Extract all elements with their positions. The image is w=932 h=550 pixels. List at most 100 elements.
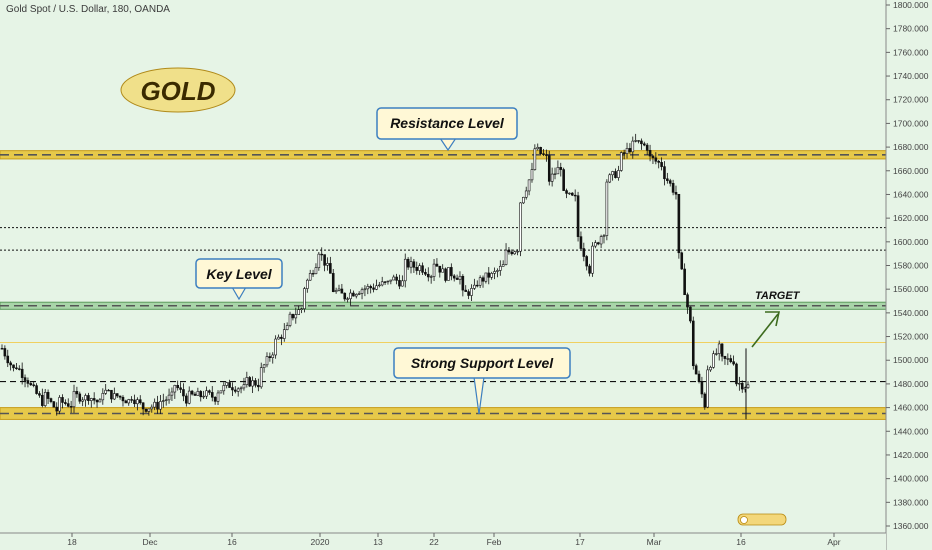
candle-body bbox=[585, 256, 589, 267]
candle-body bbox=[3, 348, 7, 357]
x-tick-label: 16 bbox=[736, 537, 746, 547]
y-tick-label: 1480.000 bbox=[893, 379, 929, 389]
candle-body bbox=[138, 399, 142, 404]
y-tick-label: 1640.000 bbox=[893, 189, 929, 199]
candle-body bbox=[248, 377, 252, 387]
candle-body bbox=[239, 387, 243, 390]
candle-body bbox=[542, 153, 545, 155]
candle-body bbox=[398, 280, 401, 287]
candle-body bbox=[55, 406, 59, 412]
candle-body bbox=[473, 284, 476, 289]
candle-body bbox=[81, 399, 84, 402]
candle-body bbox=[323, 254, 326, 266]
resistance-callout: Resistance Level bbox=[376, 107, 518, 152]
candle-body bbox=[648, 150, 652, 157]
y-tick-label: 1620.000 bbox=[893, 213, 929, 223]
candle-body bbox=[640, 140, 643, 145]
candle-body bbox=[124, 400, 128, 404]
y-tick-label: 1740.000 bbox=[893, 71, 929, 81]
candle-body bbox=[6, 355, 10, 364]
candle-body bbox=[576, 195, 580, 237]
candle-body bbox=[164, 399, 168, 401]
y-tick-label: 1580.000 bbox=[893, 261, 929, 271]
y-tick-label: 1700.000 bbox=[893, 118, 929, 128]
price-axis[interactable]: 1360.000 1380.000 1400.000 1420.000 1440.000… bbox=[885, 0, 932, 550]
candle-body bbox=[113, 393, 116, 400]
candle-body bbox=[464, 289, 468, 292]
candle-body bbox=[421, 265, 424, 273]
candle-body bbox=[306, 279, 309, 289]
candle-body bbox=[614, 171, 617, 178]
candle-body bbox=[185, 395, 188, 404]
time-axis[interactable]: 18 Dec 16 2020 13 22 Feb 17 Mar 16 Apr bbox=[0, 532, 886, 550]
gold-logo: GOLD bbox=[120, 67, 236, 113]
candle-body bbox=[524, 190, 528, 198]
candle-body bbox=[510, 251, 514, 255]
candle-body bbox=[213, 396, 217, 402]
candle-body bbox=[622, 152, 626, 154]
candle-body bbox=[159, 401, 162, 410]
candle-body bbox=[41, 394, 44, 406]
candle-body bbox=[415, 267, 419, 271]
candle-body bbox=[375, 285, 378, 290]
candle-body bbox=[147, 408, 151, 412]
candle-body bbox=[17, 368, 21, 370]
candle-body bbox=[409, 261, 413, 268]
candle-body bbox=[357, 293, 361, 295]
candle-body bbox=[450, 267, 453, 277]
candle-body bbox=[496, 270, 499, 272]
candle-body bbox=[470, 288, 473, 296]
candle-body bbox=[311, 273, 315, 275]
candle-body bbox=[329, 263, 332, 274]
candle-body bbox=[297, 309, 300, 315]
candle-body bbox=[35, 385, 38, 394]
candle-body bbox=[89, 398, 93, 401]
candle-body bbox=[104, 389, 107, 394]
candle-body bbox=[571, 192, 574, 196]
candle-body bbox=[196, 391, 200, 396]
candle-body bbox=[380, 281, 384, 286]
candle-body bbox=[545, 154, 548, 156]
candle-body bbox=[637, 140, 640, 142]
candle-body bbox=[700, 381, 704, 395]
candle-body bbox=[173, 384, 177, 393]
y-tick-label: 1420.000 bbox=[893, 450, 929, 460]
candle-body bbox=[519, 202, 522, 252]
candle-body bbox=[740, 382, 744, 390]
candle-body bbox=[447, 267, 450, 281]
candle-body bbox=[314, 267, 318, 274]
candle-body bbox=[619, 152, 623, 171]
candle-body bbox=[712, 353, 715, 368]
support-label: Strong Support Level bbox=[411, 355, 554, 371]
candle-body bbox=[556, 167, 560, 175]
candle-body bbox=[0, 348, 4, 350]
candle-body bbox=[435, 263, 439, 267]
x-tick-label: 2020 bbox=[311, 537, 330, 547]
candle-body bbox=[691, 320, 695, 367]
candle-body bbox=[58, 397, 61, 412]
candle-body bbox=[608, 174, 612, 183]
candle-body bbox=[720, 343, 724, 357]
candle-body bbox=[216, 392, 220, 402]
candle-body bbox=[23, 377, 27, 381]
candle-body bbox=[176, 384, 179, 389]
candle-body bbox=[683, 268, 686, 296]
candle-body bbox=[182, 389, 185, 397]
level-lines bbox=[0, 150, 887, 420]
target-arrow bbox=[751, 311, 780, 348]
candle-body bbox=[504, 249, 508, 265]
candle-body bbox=[605, 181, 609, 236]
candle-body bbox=[78, 393, 82, 402]
candle-body bbox=[349, 292, 352, 300]
candle-body bbox=[12, 364, 15, 369]
candle-body bbox=[259, 367, 263, 388]
candle-body bbox=[455, 277, 459, 280]
candle-body bbox=[596, 242, 600, 245]
candle-body bbox=[337, 288, 341, 291]
candle-body bbox=[282, 329, 286, 339]
candle-body bbox=[334, 290, 338, 293]
candle-body bbox=[481, 277, 485, 282]
candle-body bbox=[15, 367, 18, 370]
